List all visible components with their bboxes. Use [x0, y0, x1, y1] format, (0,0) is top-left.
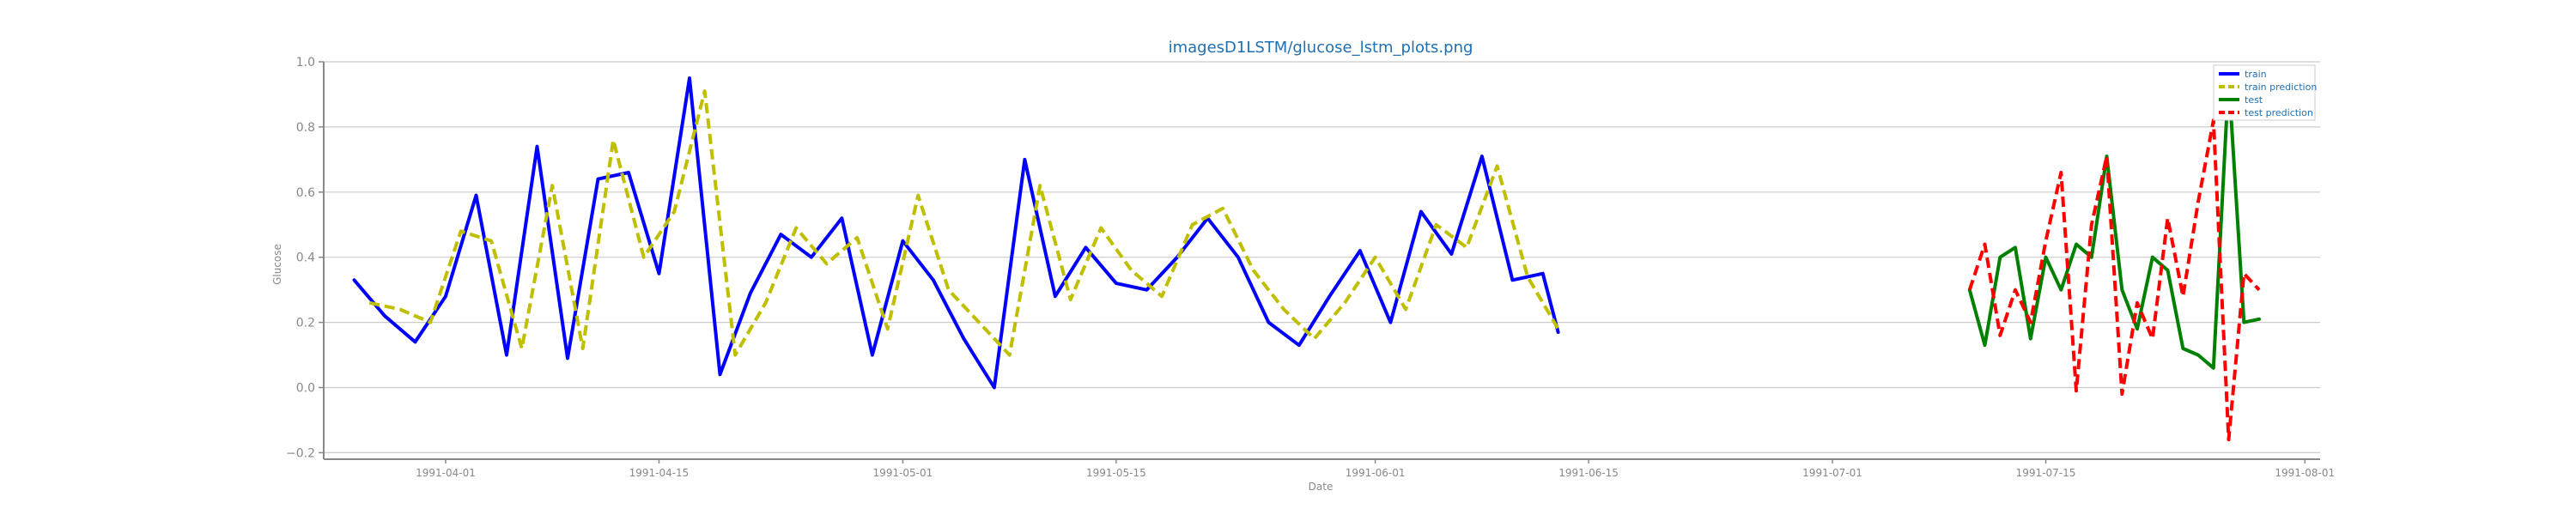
- legend-label-train-prediction: train prediction: [2245, 82, 2317, 93]
- y-tick-label: 0.2: [296, 317, 315, 330]
- series-line-test-prediction: [1967, 118, 2261, 442]
- x-tick-label: 1991-07-01: [1802, 467, 1862, 479]
- axes: [323, 62, 2320, 460]
- legend-label-train: train: [2245, 69, 2267, 80]
- series-line-test: [1967, 76, 2261, 370]
- y-tick-label: −0.2: [286, 446, 315, 460]
- chart-title: imagesD1LSTM/glucose_lstm_plots.png: [1169, 39, 1473, 57]
- legend-label-test: test: [2245, 94, 2263, 106]
- series-line-train-prediction: [368, 89, 1560, 357]
- series-layer: [352, 76, 2261, 442]
- plot-area: −0.2 0.0 0.2 0.4 0.6 0.8 1.0 1991-04-01 1991-04-…: [286, 56, 2335, 479]
- x-tick-label: 1991-07-15: [2016, 467, 2076, 479]
- legend-label-test-prediction: test prediction: [2245, 107, 2313, 118]
- x-tick-label: 1991-04-15: [629, 467, 690, 479]
- y-tick-label: 0.0: [296, 382, 315, 396]
- x-tick-label: 1991-04-01: [416, 467, 476, 479]
- grid-lines: [324, 61, 2320, 454]
- x-tick-label: 1991-08-01: [2275, 467, 2335, 479]
- x-tick-label: 1991-06-15: [1558, 467, 1619, 479]
- y-tick-label: 0.6: [296, 186, 315, 200]
- x-tick-label: 1991-05-15: [1086, 467, 1146, 479]
- y-axis-label: Glucose: [271, 244, 283, 285]
- y-tick-label: 0.4: [296, 251, 315, 265]
- plot-frame: [324, 62, 2320, 459]
- y-tick-label: 1.0: [296, 56, 315, 70]
- tick-labels: −0.2 0.0 0.2 0.4 0.6 0.8 1.0 1991-04-01 1991-04-…: [286, 56, 2335, 479]
- series-line-train: [352, 76, 1560, 390]
- x-axis-label: Date: [1309, 481, 1334, 493]
- y-tick-label: 0.8: [296, 121, 315, 135]
- x-tick-label: 1991-06-01: [1346, 467, 1406, 479]
- x-tick-label: 1991-05-01: [873, 467, 933, 479]
